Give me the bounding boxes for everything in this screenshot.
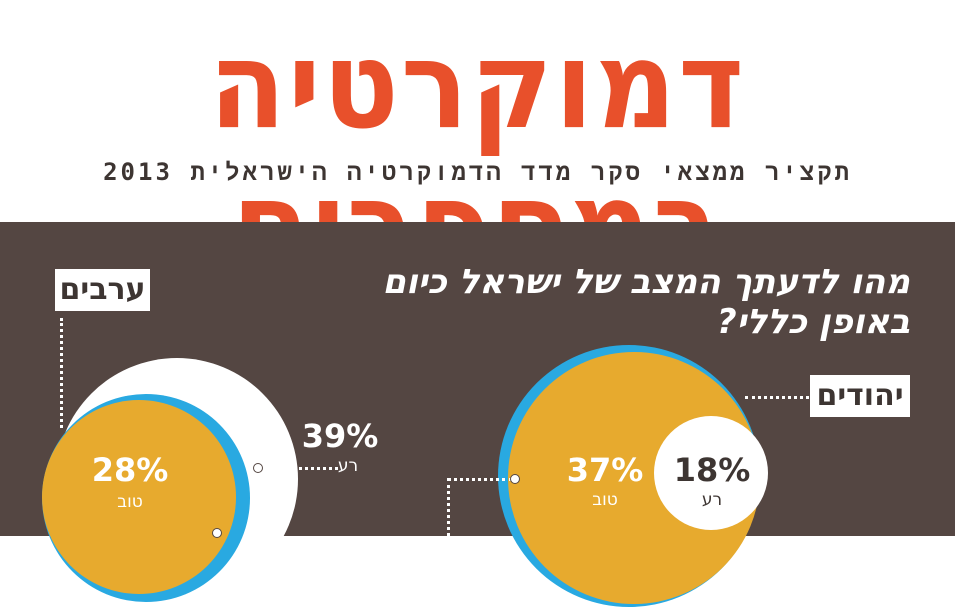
page-subtitle: תקציר ממצאי סקר מדד הדמוקרטיה הישראלית 2…: [103, 158, 852, 186]
jews-bad-circle: [654, 416, 768, 530]
jews-good-value: 37%: [566, 451, 644, 489]
arabs-tag: ערבים: [55, 269, 150, 311]
jews-tag: יהודים: [810, 375, 910, 417]
arabs-connector-line: [60, 318, 63, 428]
arabs-good-label: טוב: [117, 492, 143, 512]
jews-bad-label: רע: [701, 490, 723, 510]
arabs-bad-label: רע: [337, 456, 359, 476]
jews-good-pointer-line-v: [447, 478, 450, 536]
jews-good-label: טוב: [592, 490, 618, 510]
arabs-good-value: 28%: [91, 451, 169, 489]
jews-good-pointer-line-h: [447, 478, 513, 481]
jews-bad-value: 18%: [673, 451, 751, 489]
arabs-bad-value: 39%: [301, 417, 379, 455]
arabs-bad-pointer-line: [262, 467, 338, 470]
arabs-good-pointer-dot: [212, 528, 222, 538]
survey-question: מהו לדעתך המצב של ישראל כיום באופן כללי?: [382, 262, 910, 342]
header: דמוקרטיה במספרים תקציר ממצאי סקר מדד הדמ…: [0, 0, 955, 296]
jews-good-pointer-dot: [510, 474, 520, 484]
jews-connector-line: [745, 396, 809, 399]
arabs-bad-pointer-dot: [253, 463, 263, 473]
